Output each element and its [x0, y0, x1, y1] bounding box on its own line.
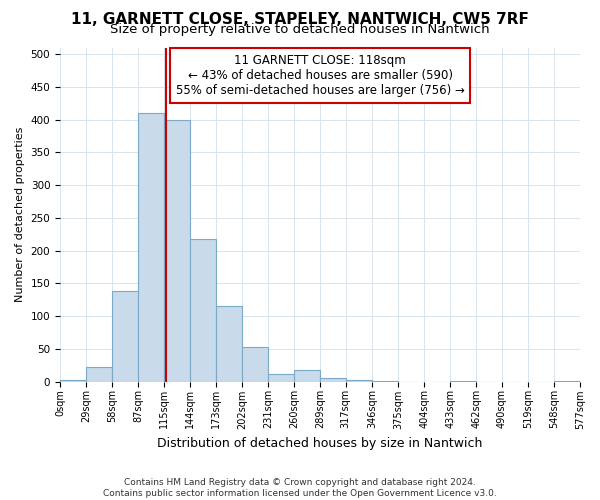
Bar [242, 348, 268, 382]
Bar [320, 378, 346, 382]
X-axis label: Distribution of detached houses by size in Nantwich: Distribution of detached houses by size … [157, 437, 483, 450]
Bar [190, 240, 216, 382]
Text: 11 GARNETT CLOSE: 118sqm
← 43% of detached houses are smaller (590)
55% of semi-: 11 GARNETT CLOSE: 118sqm ← 43% of detach… [176, 54, 464, 97]
Text: Contains HM Land Registry data © Crown copyright and database right 2024.
Contai: Contains HM Land Registry data © Crown c… [103, 478, 497, 498]
Bar [450, 381, 476, 382]
Bar [60, 380, 86, 382]
Y-axis label: Number of detached properties: Number of detached properties [15, 127, 25, 302]
Text: 11, GARNETT CLOSE, STAPELEY, NANTWICH, CW5 7RF: 11, GARNETT CLOSE, STAPELEY, NANTWICH, C… [71, 12, 529, 28]
Bar [86, 367, 112, 382]
Bar [554, 381, 580, 382]
Bar [112, 291, 139, 382]
Bar [139, 113, 164, 382]
Bar [164, 120, 190, 382]
Bar [216, 306, 242, 382]
Bar [346, 380, 372, 382]
Bar [372, 381, 398, 382]
Bar [295, 370, 320, 382]
Bar [268, 374, 295, 382]
Text: Size of property relative to detached houses in Nantwich: Size of property relative to detached ho… [110, 22, 490, 36]
